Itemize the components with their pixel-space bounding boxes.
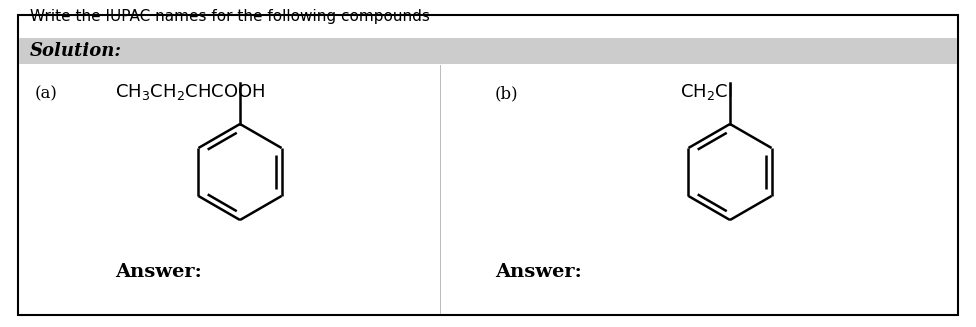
Text: Answer:: Answer: <box>115 263 202 281</box>
FancyBboxPatch shape <box>19 38 957 64</box>
Text: $\mathsf{CH_2Cl}$: $\mathsf{CH_2Cl}$ <box>680 81 733 102</box>
Text: (a): (a) <box>35 85 58 102</box>
FancyBboxPatch shape <box>18 15 958 315</box>
Text: Answer:: Answer: <box>495 263 582 281</box>
Text: Write the IUPAC names for the following compounds: Write the IUPAC names for the following … <box>30 9 429 24</box>
Text: Solution:: Solution: <box>30 42 122 60</box>
Text: (b): (b) <box>495 85 518 102</box>
Text: $\mathsf{CH_3CH_2CHCOOH}$: $\mathsf{CH_3CH_2CHCOOH}$ <box>115 82 265 102</box>
